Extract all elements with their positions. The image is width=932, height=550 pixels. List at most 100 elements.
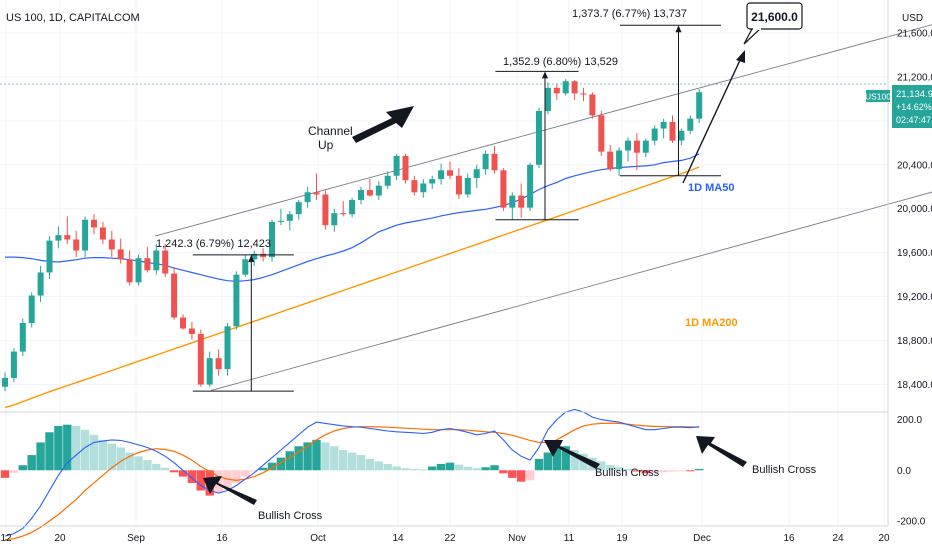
macd-histogram-bar[interactable] xyxy=(534,458,544,471)
macd-histogram-bar[interactable] xyxy=(161,467,170,471)
candle[interactable] xyxy=(429,175,436,189)
macd-histogram-bar[interactable] xyxy=(517,470,526,482)
candle[interactable] xyxy=(607,145,614,172)
candle-body[interactable] xyxy=(393,156,400,176)
candle-body[interactable] xyxy=(455,175,462,195)
candle[interactable] xyxy=(562,79,569,96)
candle[interactable] xyxy=(660,118,667,139)
candle-body[interactable] xyxy=(340,213,347,215)
candle-body[interactable] xyxy=(509,195,516,208)
macd-histogram-bar[interactable] xyxy=(356,455,366,471)
candle[interactable] xyxy=(224,323,231,376)
candle[interactable] xyxy=(464,173,471,198)
candle-body[interactable] xyxy=(366,190,373,196)
macd-histogram-bar[interactable] xyxy=(321,442,330,471)
candle-body[interactable] xyxy=(73,239,80,251)
macd-histogram-bar[interactable] xyxy=(641,470,650,474)
candle[interactable] xyxy=(10,348,17,383)
candle[interactable] xyxy=(696,88,703,124)
candle-body[interactable] xyxy=(206,358,213,385)
candle[interactable] xyxy=(171,266,178,320)
candle[interactable] xyxy=(358,186,364,205)
candle[interactable] xyxy=(393,153,400,181)
macd-histogram-bar[interactable] xyxy=(695,469,704,471)
candle[interactable] xyxy=(242,254,249,277)
macd-histogram-bar[interactable] xyxy=(668,470,677,472)
candle[interactable] xyxy=(206,351,213,387)
macd-histogram-bar[interactable] xyxy=(9,470,19,473)
macd-histogram-bar[interactable] xyxy=(63,424,72,471)
candle[interactable] xyxy=(286,210,293,231)
candle[interactable] xyxy=(482,150,489,175)
candle-body[interactable] xyxy=(108,239,115,250)
candle[interactable] xyxy=(420,179,427,198)
candle[interactable] xyxy=(73,230,80,258)
candle-body[interactable] xyxy=(633,140,640,153)
candle[interactable] xyxy=(633,132,640,171)
candle[interactable] xyxy=(438,163,445,185)
candle[interactable] xyxy=(2,372,8,392)
macd-histogram-bar[interactable] xyxy=(606,465,615,471)
candle[interactable] xyxy=(322,190,329,230)
macd-histogram-bar[interactable] xyxy=(294,446,303,471)
candle[interactable] xyxy=(349,197,356,218)
macd-histogram-bar[interactable] xyxy=(187,470,197,483)
candles[interactable] xyxy=(2,79,703,392)
macd-histogram-bar[interactable] xyxy=(552,447,561,471)
macd-histogram-bar[interactable] xyxy=(54,425,63,471)
candle-body[interactable] xyxy=(349,199,356,215)
macd-histogram-bar[interactable] xyxy=(232,470,241,483)
candle[interactable] xyxy=(527,162,534,211)
candle[interactable] xyxy=(384,171,391,189)
candle[interactable] xyxy=(402,153,409,184)
macd-histogram-bar[interactable] xyxy=(570,450,579,471)
candle[interactable] xyxy=(46,236,53,280)
candle-body[interactable] xyxy=(171,273,178,318)
macd-histogram-bar[interactable] xyxy=(45,432,54,471)
macd-histogram-bar[interactable] xyxy=(330,446,339,471)
candle-body[interactable] xyxy=(642,140,649,153)
candle-body[interactable] xyxy=(536,110,542,165)
macd-histogram-bar[interactable] xyxy=(419,469,428,471)
macd-histogram-bar[interactable] xyxy=(347,452,357,471)
candle[interactable] xyxy=(37,265,44,303)
candle-body[interactable] xyxy=(580,93,587,95)
candle-body[interactable] xyxy=(518,195,525,208)
candle[interactable] xyxy=(580,87,587,102)
candle-body[interactable] xyxy=(162,250,169,274)
candle-body[interactable] xyxy=(180,317,186,329)
candle-body[interactable] xyxy=(678,130,685,141)
candle[interactable] xyxy=(295,199,302,220)
macd-histogram-bar[interactable] xyxy=(258,467,268,471)
candle[interactable] xyxy=(553,83,560,100)
candle-body[interactable] xyxy=(135,258,142,283)
candle-body[interactable] xyxy=(64,235,71,240)
macd-histogram-bar[interactable] xyxy=(98,439,108,471)
candle-body[interactable] xyxy=(411,180,418,193)
macd-histogram-bar[interactable] xyxy=(312,439,321,471)
candle-body[interactable] xyxy=(473,169,480,178)
candle[interactable] xyxy=(473,164,480,188)
candle[interactable] xyxy=(162,243,169,277)
candle-body[interactable] xyxy=(91,219,97,228)
candle-body[interactable] xyxy=(260,253,267,258)
candle[interactable] xyxy=(19,318,26,356)
candle-body[interactable] xyxy=(616,150,623,170)
candle[interactable] xyxy=(625,137,631,162)
candle[interactable] xyxy=(251,250,258,266)
candle-body[interactable] xyxy=(553,87,560,94)
candle-body[interactable] xyxy=(491,153,498,171)
candle-body[interactable] xyxy=(233,274,240,327)
candle-body[interactable] xyxy=(251,253,258,260)
macd-histogram-bar[interactable] xyxy=(178,470,188,477)
candle-body[interactable] xyxy=(46,240,53,273)
macd-histogram-bar[interactable] xyxy=(401,468,410,471)
candle-body[interactable] xyxy=(544,87,551,111)
candle[interactable] xyxy=(331,208,338,232)
candle[interactable] xyxy=(91,214,97,235)
candle[interactable] xyxy=(651,125,658,146)
macd-histogram-bar[interactable] xyxy=(107,443,116,471)
candle[interactable] xyxy=(82,216,89,258)
candle[interactable] xyxy=(180,314,186,330)
candle-body[interactable] xyxy=(660,121,667,129)
